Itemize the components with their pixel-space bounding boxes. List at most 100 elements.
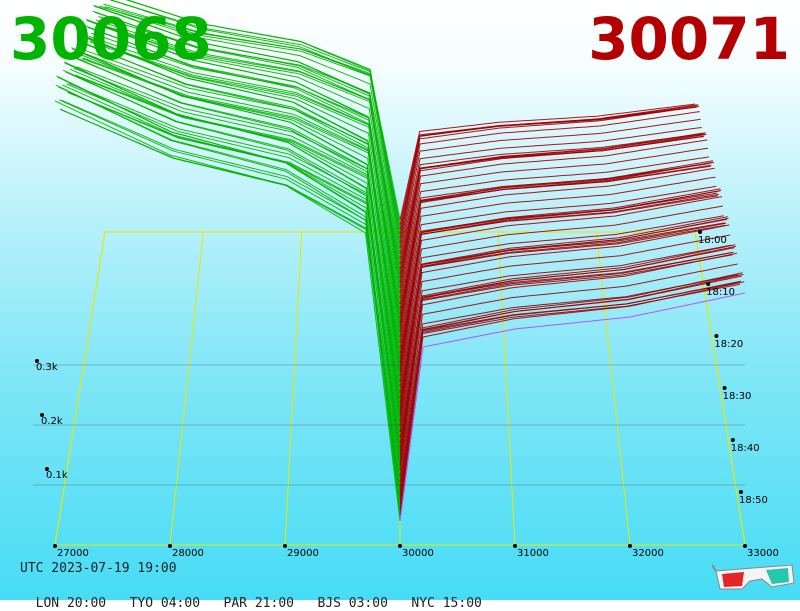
- ask-depth-line: [399, 280, 742, 497]
- bid-depth-line: [109, 0, 401, 234]
- ask-depth-line: [399, 111, 700, 249]
- time-tick-label: 18:20: [714, 339, 743, 350]
- bid-depth-line: [67, 91, 401, 448]
- utc-time-label: UTC 2023-07-19 19:00: [20, 561, 177, 576]
- bid-depth-line: [60, 109, 401, 488]
- bid-depth-line: [62, 69, 401, 471]
- bid-depth-line: [99, 5, 401, 254]
- depth-tick-label: 0.2k: [41, 416, 63, 427]
- depth-tick-dot: [45, 467, 49, 471]
- time-tick-label: 18:30: [723, 391, 752, 402]
- price-tick-dot: [513, 544, 517, 548]
- price-tick-dot: [743, 544, 747, 548]
- price-tick-label: 33000: [747, 548, 779, 559]
- ask-depth-line: [399, 205, 723, 388]
- depth-tick-dot: [35, 359, 39, 363]
- price-tick-label: 30000: [402, 548, 434, 559]
- ask-depth-line: [399, 224, 726, 404]
- bid-depth-line: [75, 74, 401, 399]
- bid-depth-line: [82, 57, 401, 354]
- bid-depth-line: [74, 75, 401, 404]
- ask-depth-line: [399, 188, 721, 372]
- bid-depth-line: [77, 40, 401, 382]
- bid-depth-line: [56, 75, 401, 510]
- time-tick-dot: [698, 230, 702, 234]
- bid-depth-line: [59, 108, 401, 493]
- bid-depth-line: [61, 99, 401, 483]
- bid-depth-line: [85, 25, 401, 338]
- ask-depth-line: [399, 281, 745, 516]
- price-gridline: [596, 231, 631, 546]
- ask-depth-line: [399, 185, 717, 349]
- ask-depth-line: [399, 252, 732, 443]
- bid-depth-line: [109, 0, 401, 249]
- price-gridline: [169, 231, 204, 546]
- ask-depth-line: [399, 105, 700, 244]
- bid-depth-line: [90, 40, 401, 310]
- ask-depth-line: [399, 216, 728, 417]
- bid-depth-line: [73, 67, 401, 408]
- bid-depth-line: [66, 83, 401, 453]
- bid-depth-line: [81, 58, 401, 359]
- bid-depth-line: [54, 100, 401, 522]
- ask-depth-line: [399, 164, 712, 319]
- price-tick-label: 29000: [287, 548, 319, 559]
- ask-depth-line: [399, 215, 724, 393]
- ask-depth-line: [399, 196, 723, 382]
- price-tick-label: 31000: [517, 548, 549, 559]
- bid-depth-line: [93, 4, 401, 288]
- bid-depth-line: [55, 84, 401, 516]
- bid-depth-line: [57, 76, 401, 506]
- bid-depth-line: [71, 47, 401, 422]
- ask-depth-line: [399, 273, 744, 510]
- zone-par: PAR 21:00: [223, 596, 294, 611]
- time-tick-label: 18:10: [706, 287, 735, 298]
- ask-depth-line: [399, 283, 741, 493]
- 3d-glasses-icon[interactable]: [712, 559, 796, 593]
- price-tick-dot: [398, 544, 402, 548]
- depth-tick-label: 0.3k: [36, 362, 58, 373]
- price-gridline: [284, 231, 303, 546]
- ask-depth-line: [399, 104, 699, 239]
- ask-depth-line: [399, 292, 746, 522]
- zone-bjs: BJS 03:00: [317, 596, 388, 611]
- ask-depth-line: [399, 224, 730, 427]
- bid-depth-line: [126, 0, 401, 244]
- ask-depth-line: [399, 189, 722, 377]
- bid-depth-line: [63, 61, 401, 466]
- bid-depth-line: [95, 19, 401, 274]
- ask-depth-line: [399, 147, 709, 299]
- ask-depth-line: [399, 222, 727, 408]
- bid-depth-line: [62, 84, 401, 477]
- time-tick-dot: [722, 386, 727, 390]
- price-tick-label: 27000: [57, 548, 89, 559]
- ask-depth-line: [399, 156, 709, 304]
- ask-depth-line: [399, 160, 714, 328]
- price-tick-dot: [168, 544, 172, 548]
- bid-depth-line: [88, 35, 401, 319]
- bid-depth-line: [91, 21, 401, 299]
- bid-depth-line: [85, 18, 401, 333]
- bid-depth-line: [84, 37, 401, 343]
- depth-tick-label: 0.1k: [46, 470, 68, 481]
- price-tick-label: 28000: [172, 548, 204, 559]
- bid-depth-line: [76, 52, 401, 388]
- bid-depth-line: [78, 33, 401, 377]
- price-tick-label: 32000: [632, 548, 664, 559]
- ask-depth-line: [399, 263, 738, 477]
- zone-tyo: TYO 04:00: [129, 596, 201, 611]
- ask-depth-line: [399, 176, 716, 343]
- time-tick-dot: [714, 334, 719, 338]
- bid-depth-line: [104, 7, 401, 225]
- depth-tick-dot: [40, 413, 44, 417]
- ask-depth-line: [399, 251, 734, 453]
- bid-depth-line: [70, 54, 401, 427]
- time-tick-dot: [739, 490, 743, 494]
- bid-depth-line: [92, 10, 401, 293]
- price-tick-dot: [283, 544, 287, 548]
- ask-depth-line: [399, 132, 706, 283]
- world-clock: LON 20:00 TYO 04:00 PAR 21:00 BJS 03:00 …: [20, 581, 482, 611]
- ask-depth-line: [399, 167, 715, 338]
- ask-depth-line: [399, 217, 729, 422]
